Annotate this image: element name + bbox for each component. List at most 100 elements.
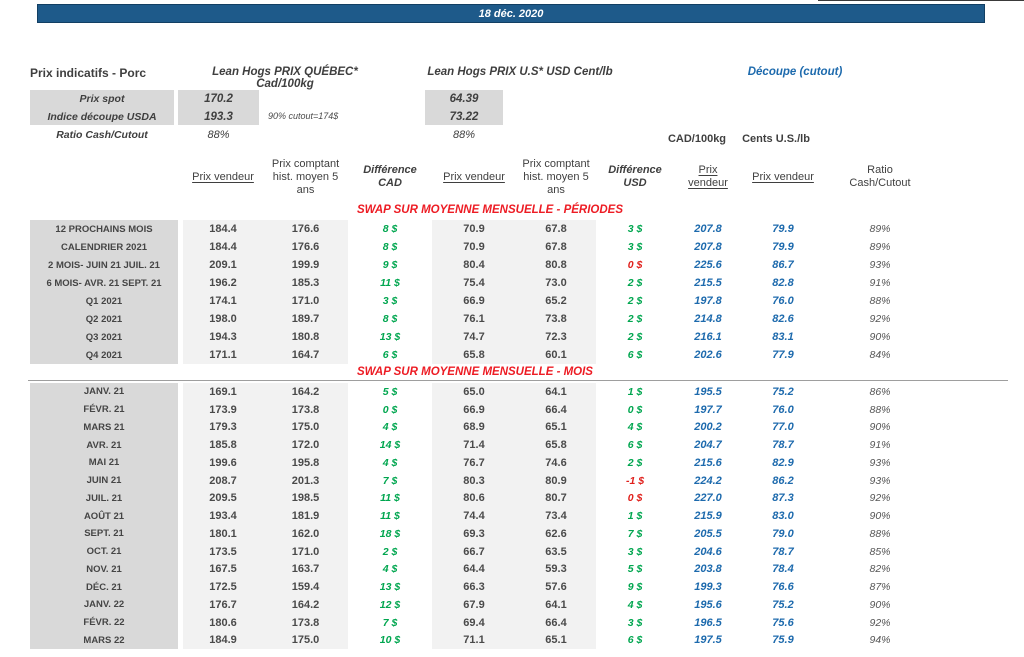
- months-table: JANV. 21 169.1 164.2 5 $65.0 64.1 1 $195.5 75.…: [30, 383, 936, 650]
- cell-prix-vendeur-cad: 173.9: [183, 400, 263, 419]
- cell-prix-vendeur-usd: 70.9: [432, 238, 516, 256]
- cell-ratio: 90%: [869, 598, 891, 611]
- cell-cutout-cad: 200.2: [694, 421, 722, 434]
- cell-hist-cad: 189.7: [263, 310, 348, 328]
- cell-difference-usd: 5 $: [627, 563, 643, 576]
- cell-prix-vendeur-usd: 80.3: [432, 471, 516, 490]
- cell-hist-cad: 159.4: [263, 578, 348, 596]
- cell-row-label: FÉVR. 21: [30, 400, 178, 419]
- cell-hist-cad: 176.6: [263, 238, 348, 256]
- periods-section-title: SWAP SUR MOYENNE MENSUELLE - PÉRIODES: [356, 204, 624, 216]
- cell-cutout-cents: 83.1: [772, 331, 794, 343]
- cell-difference-usd: 3 $: [627, 223, 643, 235]
- cell-prix-vendeur-usd: 68.9: [432, 418, 516, 437]
- cell-ratio: 90%: [869, 331, 891, 343]
- cell-prix-vendeur-cad: 180.1: [183, 525, 263, 543]
- cell-hist-cad: 175.0: [263, 418, 348, 437]
- cell-difference-usd: 6 $: [627, 349, 643, 361]
- cell-difference-cad: 7 $: [382, 616, 398, 629]
- cell-cutout-cents: 79.9: [772, 223, 794, 235]
- cell-difference-cad: 2 $: [382, 545, 398, 558]
- cell-difference-cad: 4 $: [382, 421, 398, 434]
- cell-ratio: 92%: [869, 313, 891, 325]
- cell-difference-usd: 2 $: [627, 456, 643, 469]
- cell-row-label: 2 MOIS- JUIN 21 JUIL. 21: [30, 256, 178, 274]
- cell-row-label: AVR. 21: [30, 436, 178, 454]
- cell-cutout-cad: 215.5: [694, 277, 722, 289]
- cell-cutout-cad: 207.8: [694, 223, 722, 235]
- col-header-cutout-cents: Prix vendeur: [752, 170, 814, 183]
- section-divider-line: [28, 380, 1008, 381]
- col-header-difference-usd: Différence USD: [608, 164, 662, 189]
- cell-hist-cad: 173.8: [263, 613, 348, 632]
- cell-cutout-cents: 78.7: [772, 439, 794, 452]
- cell-cutout-cad: 204.7: [694, 439, 722, 452]
- cell-cutout-cents: 76.6: [772, 581, 794, 594]
- cell-row-label: MAI 21: [30, 454, 178, 472]
- col-header-difference-cad: Différence CAD: [363, 164, 417, 189]
- cell-row-label: OCT. 21: [30, 542, 178, 561]
- cell-difference-usd: 0 $: [627, 403, 643, 416]
- cell-difference-cad: 8 $: [382, 241, 398, 253]
- cell-cutout-cents: 82.6: [772, 313, 794, 325]
- cell-difference-cad: 12 $: [379, 598, 401, 611]
- cell-prix-vendeur-usd: 65.8: [432, 346, 516, 364]
- cell-hist-usd: 57.6: [516, 578, 596, 596]
- cell-gap: [178, 418, 183, 437]
- cell-difference-usd: 9 $: [627, 581, 643, 594]
- cell-gap: [178, 560, 183, 579]
- col-header-hist-usd: Prix comptant hist. moyen 5 ans: [522, 157, 590, 196]
- cell-gap: [178, 383, 183, 401]
- cell-prix-vendeur-cad: 194.3: [183, 328, 263, 346]
- cell-prix-vendeur-cad: 184.4: [183, 220, 263, 238]
- cell-ratio: 85%: [869, 545, 891, 558]
- cell-gap: [178, 525, 183, 543]
- top-hairline: [818, 0, 1024, 1]
- cell-prix-vendeur-usd: 74.4: [432, 507, 516, 525]
- cell-cutout-cad: 216.1: [694, 331, 722, 343]
- cell-prix-vendeur-cad: 209.1: [183, 256, 263, 274]
- cell-cutout-cad: 195.6: [694, 598, 722, 611]
- cell-prix-vendeur-cad: 184.4: [183, 238, 263, 256]
- cell-hist-cad: 180.8: [263, 328, 348, 346]
- quebec-section-title: Lean Hogs PRIX QUÉBEC* Cad/100kg: [212, 66, 358, 90]
- cell-hist-cad: 198.5: [263, 489, 348, 508]
- cell-cutout-cad: 197.8: [694, 295, 722, 307]
- col-header-cutout-cad: Prix vendeur: [688, 164, 728, 189]
- header-spacer: [30, 150, 178, 204]
- cell-hist-usd: 65.1: [516, 418, 596, 437]
- cell-cutout-cad: 207.8: [694, 241, 722, 253]
- cell-hist-cad: 181.9: [263, 507, 348, 525]
- cell-hist-usd: 66.4: [516, 400, 596, 419]
- cell-prix-vendeur-cad: 184.9: [183, 631, 263, 650]
- cutout-unit-cad-label: CAD/100kg: [667, 133, 727, 145]
- cell-hist-usd: 65.1: [516, 631, 596, 650]
- cell-ratio: 93%: [869, 259, 891, 271]
- col-header-prix-vendeur-usd: Prix vendeur: [443, 170, 505, 183]
- cell-hist-usd: 67.8: [516, 220, 596, 238]
- cutout-index-label: Indice découpe USDA: [47, 110, 157, 123]
- cell-ratio: 93%: [869, 474, 891, 487]
- cell-difference-cad: 13 $: [379, 581, 401, 594]
- cell-cutout-cad: 197.5: [694, 634, 722, 647]
- cell-row-label: MARS 21: [30, 418, 178, 437]
- cash-cutout-ratio-cad: 88%: [207, 128, 230, 141]
- cell-row-label: 6 MOIS- AVR. 21 SEPT. 21: [30, 274, 178, 292]
- periods-table: 12 PROCHAINS MOIS 184.4 176.6 8 $ 70.9 67.8 3 …: [30, 220, 936, 364]
- cell-row-label: FÉVR. 22: [30, 613, 178, 632]
- cell-cutout-cad: 214.8: [694, 313, 722, 325]
- cell-gap: [178, 292, 183, 310]
- cell-row-label: SEPT. 21: [30, 525, 178, 543]
- cash-cutout-ratio-usd: 88%: [452, 128, 476, 141]
- cell-row-label: CALENDRIER 2021: [30, 238, 178, 256]
- cell-prix-vendeur-usd: 71.4: [432, 436, 516, 454]
- cell-gap: [178, 310, 183, 328]
- cell-difference-cad: 11 $: [380, 510, 400, 523]
- cell-row-label: Q3 2021: [30, 328, 178, 346]
- cell-ratio: 93%: [869, 456, 891, 469]
- col-header-prix-vendeur-cad: Prix vendeur: [192, 170, 254, 183]
- cell-difference-usd: 2 $: [627, 295, 643, 307]
- cell-hist-usd: 73.4: [516, 507, 596, 525]
- cell-cutout-cad: 224.2: [694, 474, 722, 487]
- cell-difference-cad: 14 $: [379, 439, 401, 452]
